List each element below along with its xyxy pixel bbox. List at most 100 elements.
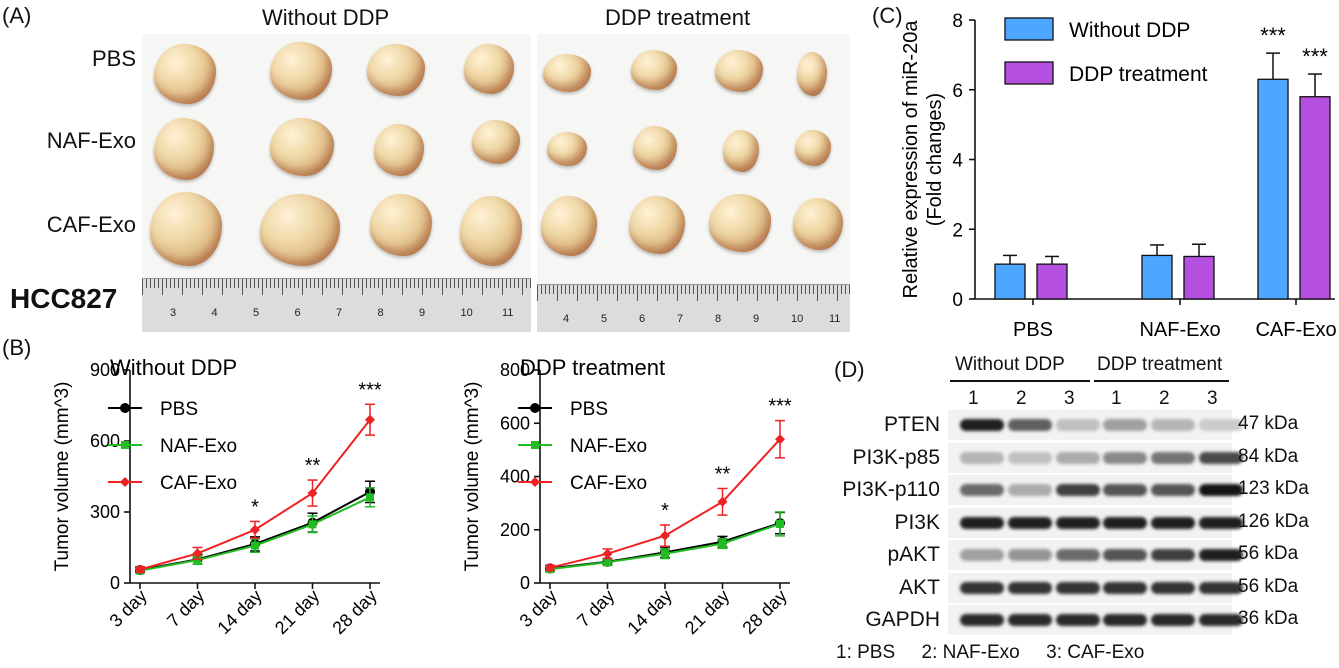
ruler-tick — [402, 279, 403, 295]
tumor-ddp-naf-1 — [547, 132, 587, 166]
bar-DDP treatment — [1036, 263, 1068, 300]
row-label-naf: NAF-Exo — [46, 128, 136, 153]
data-point — [250, 524, 260, 535]
ruler-tick — [226, 279, 227, 288]
ruler-tick — [274, 279, 275, 288]
data-point — [192, 548, 203, 559]
blot-band — [960, 549, 1004, 561]
panel-a-group-without: Without DDP — [262, 5, 390, 30]
ruler-tick — [146, 279, 147, 288]
ruler-tick — [482, 279, 483, 295]
blot-band — [1199, 419, 1243, 431]
data-point — [717, 496, 728, 507]
ruler-tick — [757, 285, 758, 301]
ruler-number: 5 — [253, 307, 260, 319]
ruler-tick — [805, 285, 806, 294]
ruler-tick — [302, 279, 303, 295]
ruler-tick — [294, 279, 295, 288]
ruler-tick — [314, 279, 315, 288]
legend-swatch — [1004, 61, 1054, 85]
y-axis-label-line2: (Fold changes) — [924, 93, 946, 226]
data-point — [307, 488, 318, 499]
blot-group-ddp: DDP treatment — [1097, 354, 1223, 375]
ruler-tick — [665, 285, 666, 294]
ruler-tick — [290, 279, 291, 288]
blot-band — [960, 516, 1004, 529]
ruler-left: 3 4 5 6 7 8 9 10 11 — [142, 278, 531, 332]
ruler-tick — [637, 285, 638, 301]
ruler-tick — [462, 279, 463, 295]
ruler-tick — [350, 279, 351, 288]
ruler-tick — [166, 279, 167, 288]
y-tick-label: 0 — [520, 573, 530, 593]
ruler-number: 5 — [601, 313, 608, 325]
blot-band — [1103, 516, 1147, 529]
tumor-ddp-pbs-4 — [797, 52, 827, 96]
x-tick-label: 7 day — [163, 586, 208, 631]
ruler-tick — [414, 279, 415, 288]
ruler-number: 8 — [715, 313, 722, 325]
legend-swatch — [1004, 17, 1054, 41]
ruler-tick — [470, 279, 471, 288]
tumor-ddp-pbs-2 — [631, 50, 677, 90]
ruler-tick — [498, 279, 499, 288]
tumor-naf-3 — [374, 124, 424, 176]
ruler-tick — [262, 279, 263, 295]
legend-label: CAF-Exo — [160, 473, 237, 494]
ruler-tick — [841, 285, 842, 294]
ruler-tick — [442, 279, 443, 295]
ruler-tick — [190, 279, 191, 288]
ruler-number: 4 — [563, 313, 570, 325]
ruler-tick — [565, 285, 566, 294]
blot-band — [1151, 516, 1195, 529]
ruler-tick — [625, 285, 626, 294]
ruler-tick — [669, 285, 670, 294]
significance-mark: ** — [715, 463, 731, 485]
ruler-tick — [394, 279, 395, 288]
tumor-caf-3 — [370, 194, 432, 256]
ruler-tick — [382, 279, 383, 295]
ruler-tick — [334, 279, 335, 288]
blot-band — [1008, 581, 1052, 594]
ruler-tick — [450, 279, 451, 288]
ruler-tick — [821, 285, 822, 294]
ruler-tick — [721, 285, 722, 294]
tumor-naf-1 — [154, 118, 214, 180]
ruler-tick — [182, 279, 183, 295]
ruler-tick — [601, 285, 602, 294]
ruler-tick — [561, 285, 562, 294]
y-axis-label: Tumor volume (mm^3) — [52, 382, 73, 572]
legend-label: NAF-Exo — [570, 436, 647, 457]
ruler-tick — [789, 285, 790, 294]
ruler-tick — [553, 285, 554, 294]
blot-band — [1199, 549, 1243, 561]
blot-band — [1056, 484, 1100, 496]
blot-strip — [948, 507, 1243, 538]
blot-group-ddp-line — [1094, 380, 1229, 382]
blot-strip — [948, 442, 1243, 473]
data-point — [135, 564, 145, 575]
ruler-tick — [549, 285, 550, 294]
ruler-tick — [378, 279, 379, 288]
blot-size-label: 56 kDa — [1238, 575, 1299, 597]
y-tick-label: 0 — [110, 573, 120, 593]
ruler-tick — [518, 279, 519, 288]
bar-DDP treatment — [1183, 255, 1215, 300]
ruler-tick — [713, 285, 714, 294]
bar-Without DDP — [1257, 78, 1289, 300]
ruler-tick — [474, 279, 475, 288]
ruler-tick — [338, 279, 339, 288]
ruler-tick — [657, 285, 658, 301]
blot-size-label: 56 kDa — [1238, 543, 1299, 564]
blot-strip — [948, 605, 1243, 635]
ruler-tick — [434, 279, 435, 288]
ruler-tick — [817, 285, 818, 301]
ruler-tick — [781, 285, 782, 294]
ruler-tick — [354, 279, 355, 288]
tumor-ddp-naf-4 — [795, 130, 831, 166]
blot-band — [1103, 581, 1147, 594]
tumor-ddp-pbs-3 — [715, 50, 763, 92]
ruler-tick — [230, 279, 231, 288]
ruler-tick — [310, 279, 311, 288]
ruler-tick — [589, 285, 590, 294]
